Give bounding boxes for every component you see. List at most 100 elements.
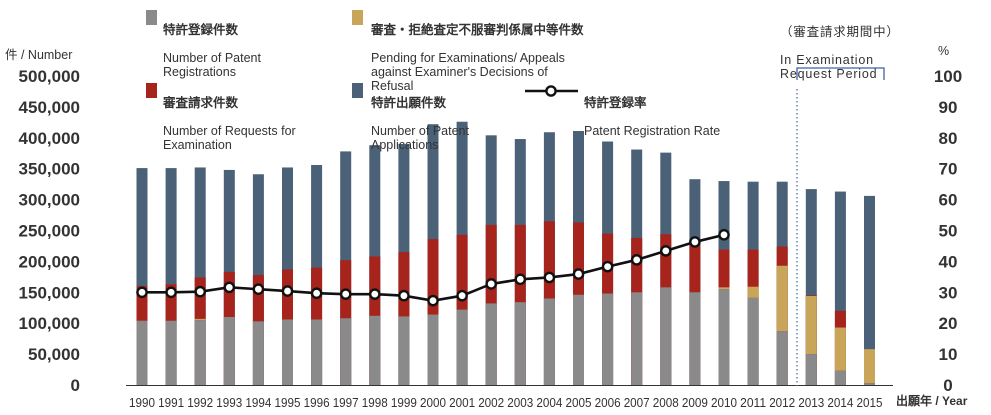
legend-pending-ja: 審査・拒絶査定不服審判係属中等件数 [371,23,584,37]
legend-label-requests: 審査請求件数 Number of Requests for Examinatio… [163,82,333,152]
bar-pending-for-examinations-appeals-against-examiner-s-decisions-of-refusal [864,349,875,384]
legend-applications-ja: 特許出願件数 [371,96,447,110]
x-tick-label: 2009 [682,396,708,410]
bar-pending-for-examinations-appeals-against-examiner-s-decisions-of-refusal [805,296,817,355]
bar-number-of-patent-registrations [689,292,701,385]
y-left-tick: 450,000 [19,98,80,117]
rate-point [368,288,381,300]
bar-number-of-patent-registrations [165,320,177,385]
x-tick-label: 2006 [595,396,621,410]
legend-registrations-ja: 特許登録件数 [163,23,239,37]
x-tick-label: 2004 [536,396,562,410]
y-right-tick: 90 [939,98,958,117]
annotation-en: In Examination Request Period [780,53,878,81]
rate-point [223,281,236,294]
bar-number-of-patent-registrations [485,303,497,385]
y-right-tick: 20 [939,314,958,333]
y-left-tick: 200,000 [19,252,80,271]
x-tick-label: 2011 [740,396,766,410]
rate-point [427,294,439,307]
x-unit-label: 出願年 / Year [896,394,968,408]
rate-point [136,286,148,299]
y-left-tick: 400,000 [19,129,80,148]
annotation-ja: （審査請求期間中） [780,25,900,39]
legend-swatch-registrations [146,10,157,25]
bar-number-of-patent-registrations [369,315,381,385]
x-tick-label: 2005 [566,396,592,410]
rate-point [630,254,643,266]
bar-pending-for-examinations-appeals-against-examiner-s-decisions-of-refusal [776,265,788,332]
y-left-tick: 500,000 [19,67,80,86]
legend-registrations-en: Number of Patent Registrations [163,51,261,79]
bar-number-of-patent-registrations [834,370,846,385]
rate-point [660,245,672,257]
rate-point [339,288,352,300]
legend-requests-ja: 審査請求件数 [163,96,239,110]
rate-point [572,268,585,280]
y-right-tick: 50 [939,222,958,241]
y-right-tick: 30 [939,283,958,302]
legend-swatch-requests [146,83,157,98]
y-left-tick: 100,000 [19,314,80,333]
legend-swatch-applications [352,83,363,98]
bar-number-of-patent-registrations [718,289,730,385]
y-left-tick: 150,000 [19,283,80,302]
legend-requests-en: Number of Requests for Examination [163,124,296,152]
x-tick-label: 1998 [362,396,388,410]
bar-number-of-patent-registrations [340,318,352,385]
rate-point [601,260,614,273]
rate-point [252,283,265,296]
rate-point [165,286,177,299]
legend-pending-en: Pending for Examinations/ Appeals agains… [371,51,565,93]
x-tick-label: 2002 [478,396,504,410]
legend-label-rate: 特許登録率 Patent Registration Rate [584,82,720,138]
bar-number-of-patent-applications [834,191,846,385]
x-tick-label: 2000 [420,396,446,410]
bar-number-of-patent-registrations [136,320,148,385]
rate-point [543,271,556,284]
rate-point [485,278,498,290]
x-tick-label: 1993 [216,396,242,410]
bar-number-of-patent-registrations [805,354,817,385]
rate-point [194,285,206,298]
x-tick-label: 1999 [391,396,417,410]
x-tick-label: 2012 [769,396,795,410]
bar-number-of-patent-applications [805,189,817,385]
bar-number-of-patent-registrations [631,292,643,385]
y-left-tick: 300,000 [19,191,80,210]
x-tick-label: 1997 [333,396,359,410]
bar-number-of-patent-registrations [514,302,526,385]
y-right-tick: 0 [943,376,952,395]
x-tick-label: 2007 [624,396,650,410]
y-left-tick: 50,000 [28,345,80,364]
bar-number-of-patent-registrations [602,293,614,385]
y-left-unit-label: 件 / Number [5,48,73,62]
legend-rate-en: Patent Registration Rate [584,124,721,138]
legend-label-applications: 特許出願件数 Number of Patent Applications [371,82,501,152]
legend-rate-ja: 特許登録率 [584,96,647,110]
rate-point [514,273,527,286]
x-tick-label: 2003 [507,396,533,410]
y-left-tick: 0 [71,376,80,395]
y-right-unit-label: % [938,44,950,58]
rate-point [281,285,294,297]
bar-number-of-patent-registrations [543,298,555,385]
x-tick-label: 2013 [798,396,824,410]
legend-label-pending: 審査・拒絶査定不服審判係属中等件数 Pending for Examinatio… [371,9,584,93]
y-right-tick: 80 [939,129,958,148]
x-tick-label: 2008 [653,396,679,410]
rate-point [456,289,468,302]
bar-number-of-patent-registrations [194,320,206,385]
rate-point [398,289,410,302]
y-left-tick: 250,000 [19,222,80,241]
period-bracket [796,67,885,80]
bar-number-of-patent-registrations [398,316,410,385]
bar-number-of-patent-registrations [660,287,672,385]
bar-number-of-patent-registrations [427,314,439,385]
bar-pending-for-examinations-appeals-against-examiner-s-decisions-of-refusal [747,286,759,298]
annotation-label: （審査請求期間中） In Examination Request Period [780,11,900,81]
y-left-tick: 350,000 [19,160,80,179]
x-tick-label: 1995 [275,396,301,410]
bar-number-of-patent-registrations [282,319,293,385]
